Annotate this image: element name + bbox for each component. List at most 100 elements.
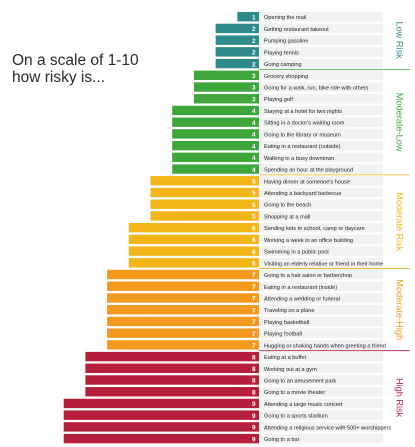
risk-bar xyxy=(107,328,259,338)
label-row-bg xyxy=(259,129,383,139)
activity-label: Grocery shopping xyxy=(264,74,308,80)
activity-label: Swimming in a public pool xyxy=(264,250,329,256)
activity-label: Playing golf xyxy=(264,97,293,103)
risk-group-label: High Risk xyxy=(395,378,405,418)
risk-score-label: 8 xyxy=(252,366,256,373)
activity-label: Working a week in an office building xyxy=(264,238,353,244)
risk-score-label: 4 xyxy=(252,143,256,150)
risk-score-label: 7 xyxy=(252,343,256,350)
activity-label: Walking in a busy downtown xyxy=(264,156,334,162)
risk-score-label: 4 xyxy=(252,132,256,139)
label-row-bg xyxy=(259,363,383,373)
activity-label: Attending a religious service with 500+ … xyxy=(264,425,392,431)
risk-bar xyxy=(107,269,259,280)
risk-score-label: 4 xyxy=(252,108,256,115)
label-row-bg xyxy=(259,222,383,233)
risk-score-label: 1 xyxy=(252,14,256,21)
label-row-bg xyxy=(259,433,383,444)
risk-score-label: 6 xyxy=(252,237,256,244)
activity-label: Eating in a restaurant (inside) xyxy=(264,285,337,291)
label-row-bg xyxy=(259,246,383,256)
risk-score-label: 9 xyxy=(252,425,256,432)
label-row-bg xyxy=(259,293,383,303)
risk-bar xyxy=(215,23,259,34)
label-row-bg xyxy=(259,351,383,362)
risk-score-label: 7 xyxy=(252,284,256,291)
label-row-bg xyxy=(259,117,383,127)
label-row-bg xyxy=(259,387,383,397)
risk-score-label: 4 xyxy=(252,167,256,174)
activity-label: Going to the beach xyxy=(264,203,311,209)
activity-label: Attending a large music concert xyxy=(264,402,343,408)
risk-score-label: 2 xyxy=(252,61,256,68)
label-row-bg xyxy=(259,269,383,280)
risk-bar xyxy=(150,199,259,209)
risk-bar xyxy=(215,35,259,45)
risk-score-label: 3 xyxy=(252,96,256,103)
risk-bar xyxy=(172,140,259,151)
risk-score-label: 8 xyxy=(252,389,256,396)
activity-label: Opening the mail xyxy=(264,15,306,21)
activity-label: Going camping xyxy=(264,62,302,68)
risk-bar xyxy=(85,375,260,385)
risk-bar xyxy=(128,246,259,256)
risk-bar xyxy=(237,12,259,22)
risk-score-label: 7 xyxy=(252,331,256,338)
risk-bar xyxy=(215,58,259,69)
risk-score-label: 4 xyxy=(252,155,256,162)
label-row-bg xyxy=(259,70,383,80)
label-row-bg xyxy=(259,281,383,291)
risk-bar xyxy=(172,129,259,139)
risk-bar xyxy=(128,258,259,268)
label-row-bg xyxy=(259,23,383,34)
risk-score-label: 5 xyxy=(252,190,256,197)
label-row-bg xyxy=(259,199,383,209)
risk-bar xyxy=(63,433,260,444)
label-row-bg xyxy=(259,58,383,69)
label-row-bg xyxy=(259,47,383,57)
label-row-bg xyxy=(259,35,383,45)
activity-label: Playing tennis xyxy=(264,50,299,56)
activity-label: Visiting an elderly relative or friend i… xyxy=(264,261,383,267)
activity-label: Shopping at a mall xyxy=(264,214,310,220)
activity-label: Attending a wedding or funeral xyxy=(264,296,340,302)
activity-label: Pumping gasoline xyxy=(264,39,308,45)
activity-label: Having dinner at someone's house xyxy=(264,179,350,185)
risk-score-label: 5 xyxy=(252,214,256,221)
label-row-bg xyxy=(259,140,383,151)
activity-label: Sitting in a doctor's waiting room xyxy=(264,121,345,127)
risk-bar xyxy=(63,422,260,432)
label-row-bg xyxy=(259,340,383,350)
activity-label: Playing basketball xyxy=(264,320,309,326)
activity-label: Spending an hour at the playground xyxy=(264,168,353,174)
activity-label: Traveling on a plane xyxy=(264,308,314,314)
risk-bar xyxy=(107,316,259,327)
activity-label: Attending a backyard barbecue xyxy=(264,191,341,197)
risk-bar xyxy=(63,398,260,409)
risk-bar xyxy=(172,164,259,174)
label-row-bg xyxy=(259,316,383,327)
risk-group-label: Low Risk xyxy=(395,21,405,59)
risk-score-label: 9 xyxy=(252,413,256,420)
risk-bar xyxy=(107,281,259,291)
risk-bar xyxy=(107,305,259,315)
label-row-bg xyxy=(259,12,383,22)
risk-bar xyxy=(172,105,259,116)
label-row-bg xyxy=(259,410,383,420)
risk-score-label: 7 xyxy=(252,307,256,314)
risk-score-label: 3 xyxy=(252,73,256,80)
activity-label: Sending kids to school, camp or daycare xyxy=(264,226,365,232)
activity-label: Going to the library or museum xyxy=(264,132,341,138)
risk-bar xyxy=(107,293,259,303)
label-row-bg xyxy=(259,94,383,104)
activity-label: Going to an amusement park xyxy=(264,379,336,385)
label-row-bg xyxy=(259,82,383,92)
risk-score-label: 5 xyxy=(252,202,256,209)
risk-bar xyxy=(193,82,259,92)
activity-label: Going for a walk, run, bike ride with ot… xyxy=(264,86,369,92)
risk-score-label: 8 xyxy=(252,378,256,385)
label-row-bg xyxy=(259,305,383,315)
risk-score-label: 7 xyxy=(252,272,256,279)
risk-bar xyxy=(63,410,260,420)
